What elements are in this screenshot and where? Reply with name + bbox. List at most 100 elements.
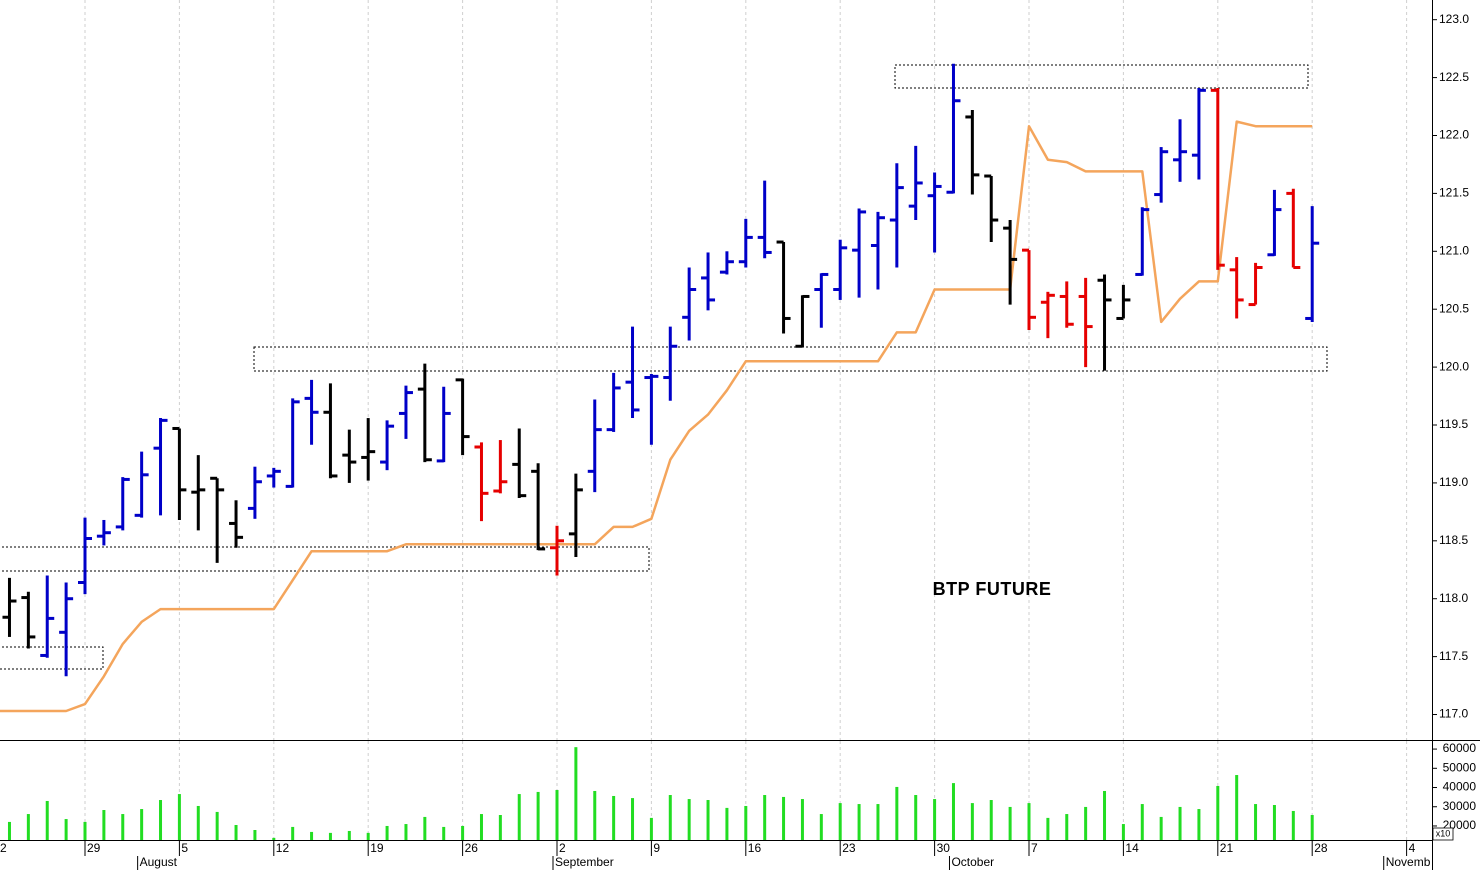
y-tick-label: 117.0 bbox=[1439, 707, 1468, 721]
volume-bar bbox=[7, 821, 11, 840]
volume-bar bbox=[649, 817, 653, 840]
unit-box bbox=[1432, 827, 1454, 841]
x-tick-label: 28 bbox=[1314, 841, 1328, 855]
y-axis: 117.0 117.5 118.0 118.5 119.0 119.5 120.0 120.5… bbox=[1432, 12, 1476, 832]
volume-bar bbox=[1159, 816, 1163, 840]
y-tick-label: 118.5 bbox=[1439, 533, 1468, 547]
volume-bar bbox=[1008, 806, 1012, 840]
volume-bar bbox=[1084, 806, 1088, 840]
volume-bar bbox=[159, 800, 163, 840]
volume-bar bbox=[1272, 805, 1276, 840]
x-tick-label: 14 bbox=[1125, 841, 1139, 855]
volume-tick-label: 60000 bbox=[1443, 741, 1477, 755]
x-tick-label: 7 bbox=[1031, 841, 1038, 855]
month-label: October bbox=[951, 855, 994, 869]
volume-bar bbox=[45, 800, 49, 840]
y-tick-label: 123.0 bbox=[1439, 12, 1469, 26]
volume-bar bbox=[970, 803, 974, 840]
x-tick-label: 19 bbox=[370, 841, 384, 855]
volume-bar bbox=[517, 794, 521, 840]
y-tick-label: 119.5 bbox=[1439, 417, 1468, 431]
y-tick-label: 120.5 bbox=[1439, 301, 1469, 315]
volume-bar bbox=[347, 830, 351, 840]
volume-bar bbox=[744, 805, 748, 840]
volume-bar bbox=[64, 819, 68, 840]
x-tick-label: 9 bbox=[653, 841, 660, 855]
zones bbox=[0, 64, 1328, 670]
volume-bar bbox=[668, 795, 672, 840]
y-tick-label: 117.5 bbox=[1439, 649, 1468, 663]
y-tick-label: 121.0 bbox=[1439, 243, 1469, 257]
x-tick-label: 23 bbox=[842, 841, 856, 855]
volume-bar bbox=[1197, 809, 1201, 840]
volume-bar bbox=[933, 799, 937, 840]
volume-bar bbox=[1178, 806, 1182, 840]
price-panel bbox=[0, 63, 1320, 713]
x-tick-label: 2 bbox=[559, 841, 566, 855]
volume-bar bbox=[1121, 824, 1125, 840]
volume-bar bbox=[763, 795, 767, 840]
volume-bar bbox=[838, 803, 842, 840]
x-tick-label: 16 bbox=[748, 841, 762, 855]
volume-bar bbox=[536, 791, 540, 840]
x-tick-label: 12 bbox=[276, 841, 290, 855]
volume-bar bbox=[631, 798, 635, 840]
volume-bar bbox=[83, 821, 87, 840]
volume-bar bbox=[479, 814, 483, 840]
x-tick-label: 4 bbox=[1409, 841, 1416, 855]
volume-bar bbox=[989, 800, 993, 840]
volume-bar bbox=[593, 790, 597, 840]
volume-bar bbox=[706, 800, 710, 840]
volume-bar bbox=[177, 794, 181, 840]
volume-bar bbox=[1235, 775, 1239, 840]
volume-bar bbox=[687, 799, 691, 840]
volume-bar bbox=[140, 809, 144, 840]
y-tick-label: 122.5 bbox=[1439, 70, 1469, 84]
zone bbox=[894, 64, 1309, 89]
volume-bar bbox=[215, 811, 219, 840]
month-label: Novemb bbox=[1386, 855, 1431, 869]
volume-bar bbox=[1103, 790, 1107, 840]
annotation: BTP FUTURE bbox=[933, 579, 1052, 599]
x-tick-label: 5 bbox=[181, 841, 188, 855]
volume-bar bbox=[1291, 810, 1295, 840]
volume-bar bbox=[272, 837, 276, 840]
volume-bar bbox=[310, 831, 314, 840]
y-tick-label: 118.0 bbox=[1439, 591, 1468, 605]
volume-bar bbox=[725, 807, 729, 840]
x-tick-label: 21 bbox=[1220, 841, 1234, 855]
volume-bar bbox=[385, 825, 389, 840]
volume-bar bbox=[423, 816, 427, 840]
zone bbox=[0, 546, 650, 572]
x-tick-label: 30 bbox=[937, 841, 951, 855]
volume-bar bbox=[498, 815, 502, 840]
x-tick-label: 2 bbox=[0, 841, 7, 855]
volume-bar bbox=[800, 799, 804, 840]
volume-bar bbox=[1065, 814, 1069, 840]
volume-bar bbox=[1254, 804, 1258, 840]
zone bbox=[0, 646, 104, 670]
volume-bar bbox=[461, 825, 465, 840]
volume-tick-label: 30000 bbox=[1443, 799, 1477, 813]
volume-bar bbox=[895, 786, 899, 840]
volume-bar bbox=[328, 832, 332, 840]
volume-bar bbox=[1310, 815, 1314, 840]
x-tick-label: 29 bbox=[87, 841, 101, 855]
volume-tick-label: 50000 bbox=[1443, 760, 1477, 774]
volume-bar bbox=[234, 825, 238, 840]
volume-bar bbox=[1140, 804, 1144, 840]
volume-unit-label: x10 bbox=[1436, 828, 1451, 838]
volume-bar bbox=[1216, 785, 1220, 840]
volume-bar bbox=[291, 826, 295, 840]
volume-bar bbox=[26, 814, 30, 840]
volume-bar bbox=[404, 824, 408, 840]
volume-bar bbox=[1046, 817, 1050, 840]
volume-bar bbox=[366, 832, 370, 840]
volume-bar bbox=[196, 805, 200, 840]
y-tick-label: 121.5 bbox=[1439, 186, 1469, 200]
volume-bar bbox=[102, 810, 106, 840]
volume-bar bbox=[1027, 803, 1031, 840]
volume-panel bbox=[7, 747, 1314, 840]
